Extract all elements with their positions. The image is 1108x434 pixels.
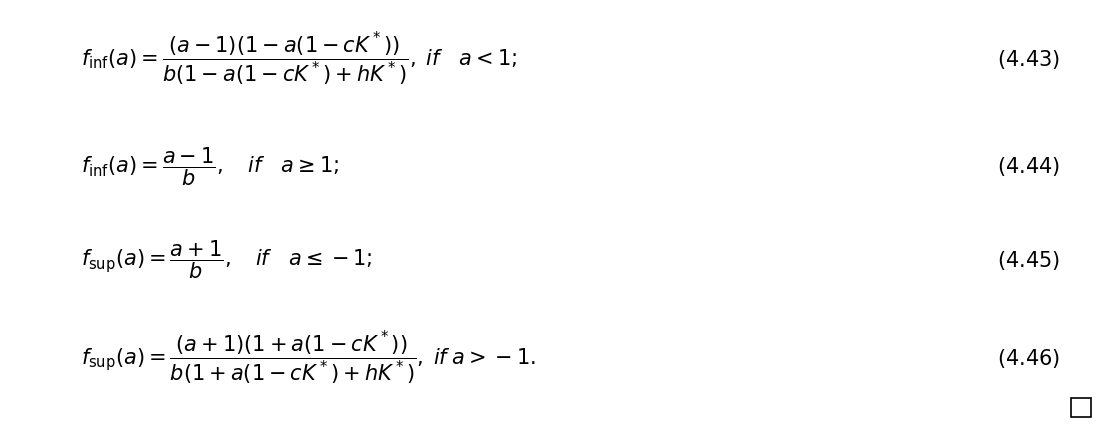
Text: $(4.44)$: $(4.44)$	[997, 155, 1060, 178]
Text: $(4.43)$: $(4.43)$	[997, 48, 1060, 71]
Text: $(4.45)$: $(4.45)$	[997, 248, 1060, 271]
Text: $f_{\mathrm{inf}}(a) = \dfrac{(a-1)(1-a(1-cK^*))}{b(1-a(1-cK^*)+hK^*)},\; if \qu: $f_{\mathrm{inf}}(a) = \dfrac{(a-1)(1-a(…	[81, 31, 517, 88]
Text: $f_{\mathrm{sup}}(a) = \dfrac{a+1}{b}, \quad if \quad a \leq -1;$: $f_{\mathrm{sup}}(a) = \dfrac{a+1}{b}, \…	[81, 238, 372, 281]
Text: $f_{\mathrm{sup}}(a) = \dfrac{(a+1)(1+a(1-cK^*))}{b(1+a(1-cK^*)+hK^*)},\; if\; a: $f_{\mathrm{sup}}(a) = \dfrac{(a+1)(1+a(…	[81, 329, 536, 386]
Text: $f_{\mathrm{inf}}(a) = \dfrac{a-1}{b}, \quad if \quad a \geq 1;$: $f_{\mathrm{inf}}(a) = \dfrac{a-1}{b}, \…	[81, 145, 339, 187]
Bar	[1070, 398, 1090, 417]
Text: $(4.46)$: $(4.46)$	[997, 346, 1060, 369]
